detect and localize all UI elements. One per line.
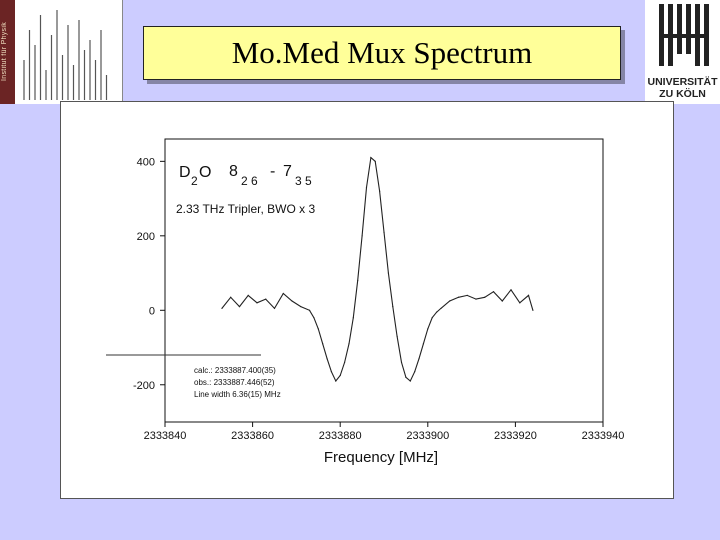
spectrum-point: [396, 335, 398, 337]
university-logo-left: Institut für Physik: [0, 0, 123, 104]
spectrum-point: [501, 300, 503, 302]
plot-frame: [164, 138, 604, 423]
uni-name: UNIVERSITÄT ZU KÖLN: [645, 76, 720, 100]
x-tick-label: 2333920: [494, 430, 537, 442]
y-tick-label: 400: [137, 156, 155, 168]
spectrum-point: [449, 300, 451, 302]
spectrum-point: [300, 305, 302, 308]
x-tick-label: 2333860: [231, 430, 274, 442]
x-tick-label: 2333900: [406, 430, 449, 442]
spectrum-point: [326, 358, 328, 360]
logo-left-strip: Institut für Physik: [0, 0, 15, 104]
spectrum-point: [532, 309, 534, 311]
spectrum-point: [409, 380, 411, 382]
spectrum-point: [435, 311, 438, 313]
spectrum-point: [343, 361, 346, 364]
spectrum-point: [387, 272, 389, 274]
spectrum-point: [291, 300, 293, 302]
spectrum-point: [383, 231, 385, 233]
spectrum-point: [400, 361, 403, 364]
spectrum-point: [475, 298, 477, 300]
spectrum-point: [238, 305, 241, 308]
spectrum-point: [365, 186, 368, 189]
annot-molecule-tail: O: [199, 164, 211, 181]
y-tick-label: 200: [137, 231, 155, 243]
annot-molecule: D: [179, 164, 191, 181]
slide-title-box: Mo.Med Mux Spectrum: [143, 26, 621, 80]
spectrum-logo-icon: [23, 10, 108, 100]
spectrum-point: [484, 296, 486, 298]
spectrum-point: [282, 292, 284, 295]
spectrum-point: [492, 291, 495, 293]
spectrum-point: [330, 371, 333, 373]
spectrum-point: [392, 305, 394, 308]
spectrum-point: [357, 279, 359, 282]
annot-calc: calc.: 2333887.400(35): [194, 366, 276, 375]
spectrum-point: [440, 307, 442, 310]
spectrum-point: [348, 343, 350, 345]
spectrum-point: [221, 307, 223, 310]
spectrum-point: [405, 376, 407, 378]
spectrum-chart: 2333840 2333860 2333880 2333900 2333920 23339…: [106, 138, 625, 466]
spectrum-point: [466, 294, 468, 296]
spectrum-point: [308, 309, 311, 311]
spectrum-point: [510, 289, 512, 291]
spectrum-point: [527, 294, 530, 296]
annot-linewidth: Line width 6.36(15) MHz: [194, 390, 281, 399]
x-axis-label: Frequency [MHz]: [324, 449, 438, 466]
annot-upper: 8: [229, 163, 238, 180]
spectrum-point: [414, 371, 416, 373]
spectrum-point: [230, 296, 232, 298]
spectrum-series-line: [221, 156, 534, 383]
spectrum-point: [335, 380, 337, 382]
spectrum-point: [322, 343, 324, 345]
spectrum-point: [352, 317, 354, 319]
spectrum-point: [374, 160, 376, 162]
x-tick-label: 2333880: [319, 430, 362, 442]
x-tick-label: 2333940: [582, 430, 625, 442]
university-logo-right: UNIVERSITÄT ZU KÖLN: [645, 0, 720, 104]
x-tick-label: 2333840: [144, 430, 187, 442]
spectrum-point: [379, 190, 381, 192]
y-tick-label: -200: [133, 380, 155, 392]
spectrum-point: [361, 235, 363, 237]
spectrum-point: [418, 358, 420, 360]
uni-koeln-crest-icon: [659, 4, 709, 66]
spectrum-point: [265, 298, 267, 300]
spectrum-point: [427, 328, 429, 330]
spectrum-point: [339, 374, 341, 377]
annot-upper-sub: 2 6: [241, 174, 258, 188]
spectrum-point: [370, 157, 372, 159]
spectrum-point: [273, 307, 276, 310]
spectrum-point: [317, 328, 319, 330]
spectrum-point: [422, 343, 425, 345]
annot-lower: 7: [283, 163, 292, 180]
spectrum-point: [256, 302, 258, 304]
uni-name-line1: UNIVERSITÄT: [647, 76, 718, 88]
plot-panel: 2333840 2333860 2333880 2333900 2333920 23339…: [60, 101, 674, 499]
y-tick-label: 0: [149, 305, 155, 317]
spectrum-point: [519, 302, 521, 304]
spectrum-point: [313, 317, 315, 319]
slide-title: Mo.Med Mux Spectrum: [231, 35, 533, 70]
spectrum-point: [247, 294, 249, 296]
annot-molecule-sub: 2: [191, 174, 198, 188]
spectrum-point: [431, 317, 433, 319]
annot-setup: 2.33 THz Tripler, BWO x 3: [176, 202, 315, 216]
annot-obs: obs.: 2333887.446(52): [194, 378, 275, 387]
uni-name-line2: ZU KÖLN: [659, 88, 706, 100]
annot-lower-sub: 3 5: [295, 174, 312, 188]
spectrum-point: [457, 296, 460, 298]
annot-dash: -: [270, 163, 275, 180]
